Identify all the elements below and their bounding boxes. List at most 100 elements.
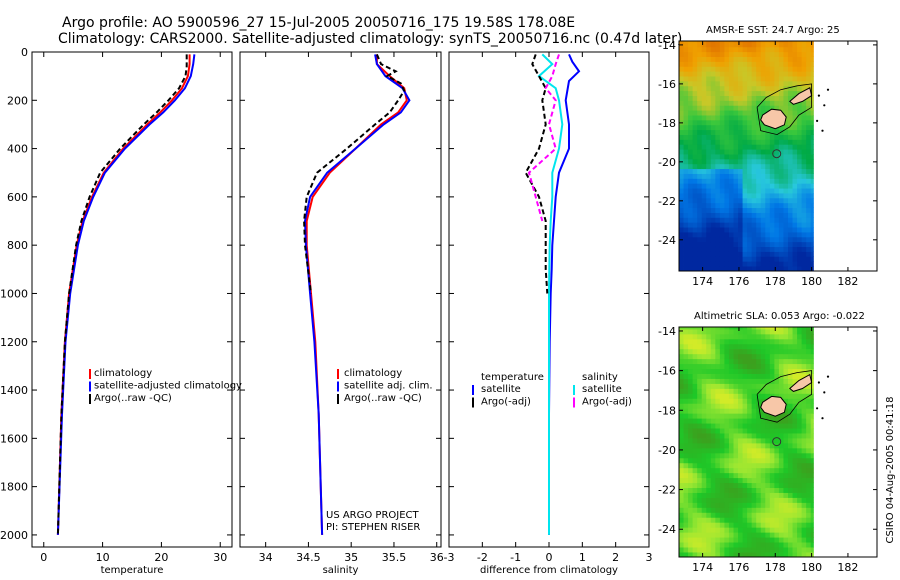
map-cell [797, 462, 803, 469]
map-cell [697, 333, 703, 340]
map-cell [719, 246, 725, 252]
map-cell [801, 442, 807, 449]
map-cell [806, 348, 812, 355]
map-cell [810, 353, 814, 360]
map-cell [692, 56, 698, 62]
map-cell [724, 537, 730, 543]
map-cell [778, 66, 784, 72]
map-cell [751, 168, 757, 174]
depth-tick-label: 2000 [0, 529, 28, 542]
map-cell [778, 522, 784, 528]
map-cell [715, 134, 721, 140]
map-cell [810, 173, 814, 179]
map-cell [801, 217, 807, 223]
map-cell [719, 438, 725, 444]
map-cell [760, 90, 766, 96]
map-cell [765, 158, 771, 165]
map-cell [760, 428, 766, 434]
map-cell [683, 202, 689, 209]
map-cell [692, 487, 698, 493]
map-cell [747, 497, 753, 503]
map-cell [688, 168, 694, 174]
map-cell [783, 388, 789, 394]
map-cell [692, 457, 698, 464]
map-cell [787, 482, 793, 489]
map-cell [792, 552, 798, 558]
map-cell [797, 76, 803, 82]
map-cell [747, 197, 753, 204]
map-cell [683, 363, 689, 370]
map-cell [765, 348, 771, 355]
map-cell [701, 487, 707, 493]
map-cell [806, 408, 812, 414]
map-cell [783, 542, 789, 548]
map-cell [783, 46, 789, 53]
map-cell [760, 227, 766, 233]
legend-entry: Argo(-adj) [582, 397, 632, 408]
map-cell [728, 41, 734, 43]
map-cell [783, 105, 789, 111]
map-cell [787, 348, 793, 355]
map-cell [774, 378, 780, 384]
map-cell [701, 80, 707, 87]
map-cell [801, 438, 807, 444]
map-cell [787, 462, 793, 469]
map-cell [806, 328, 812, 335]
map-cell [724, 261, 730, 267]
map-cell [765, 393, 771, 399]
map-cell [719, 261, 725, 267]
map-cell [706, 507, 712, 513]
map-cell [728, 207, 734, 213]
map-cell [706, 452, 712, 459]
map-cell [756, 227, 762, 233]
map-cell [783, 207, 789, 213]
map-cell [679, 452, 684, 459]
map-cell [719, 403, 725, 409]
map-cell [751, 212, 757, 218]
map-cell [774, 343, 780, 350]
map-cell [697, 462, 703, 469]
map-cell [688, 327, 694, 330]
map-cell [697, 492, 703, 498]
map-cell [728, 197, 734, 204]
map-cell [797, 472, 803, 479]
map-cell [728, 119, 734, 126]
map-cell [688, 383, 694, 389]
map-cell [747, 393, 753, 399]
map-cell [692, 333, 698, 340]
map-cell [738, 383, 743, 389]
map-cell [724, 527, 730, 533]
map-cell [728, 227, 734, 233]
map-cell [801, 139, 807, 145]
map-cell [783, 502, 789, 508]
map-cell [801, 492, 807, 498]
map-cell [683, 232, 689, 238]
salinity-series-argo [303, 54, 406, 294]
map-cell [765, 328, 771, 335]
map-cell [792, 46, 798, 53]
map-cell [797, 202, 803, 209]
map-cell [792, 115, 798, 121]
map-cell [715, 212, 721, 218]
map-cell [783, 217, 789, 223]
difference-xtick-label: 1 [579, 551, 586, 564]
map-cell [806, 80, 812, 87]
map-cell [778, 41, 784, 48]
map-cell [756, 41, 762, 48]
map-cell [742, 497, 748, 503]
map-cell [683, 522, 689, 528]
map-cell [706, 442, 712, 449]
map-cell [738, 56, 743, 62]
map-cell [683, 139, 689, 145]
map-cell [701, 207, 707, 213]
map-cell [697, 408, 703, 414]
map-cell [738, 368, 743, 374]
map-cell [783, 358, 789, 365]
map-cell [747, 85, 753, 92]
map-cell [810, 158, 814, 165]
map-cell [719, 388, 725, 394]
map-cell [792, 472, 798, 479]
map-cell [810, 368, 814, 374]
map-cell [751, 124, 757, 131]
map-cell [715, 61, 721, 67]
